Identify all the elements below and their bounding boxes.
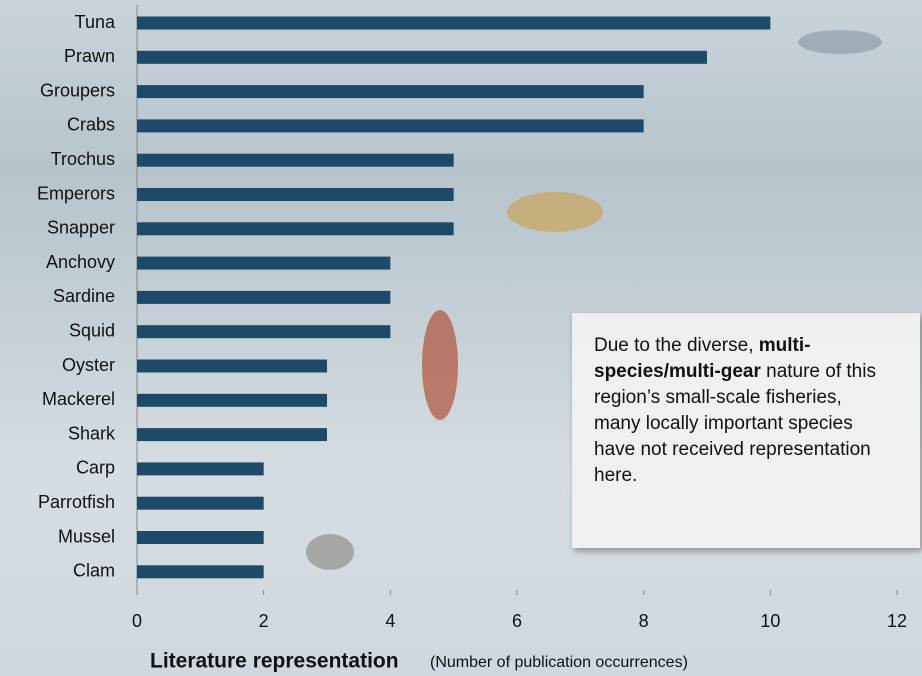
x-axis-label-note: (Number of publication occurrences) xyxy=(430,654,688,671)
annotation-bold: multi-species/multi-gear xyxy=(594,335,811,382)
y-tick-label: Oyster xyxy=(62,355,115,375)
bar xyxy=(137,16,771,30)
y-tick-label: Sardine xyxy=(53,286,115,306)
fish-illustration xyxy=(507,192,603,232)
y-tick-label: Mussel xyxy=(58,526,115,546)
annotation-text: Due to the diverse, xyxy=(594,335,759,356)
y-tick-label: Groupers xyxy=(40,80,115,100)
x-tick-label: 4 xyxy=(385,611,395,631)
y-tick-label: Parrotfish xyxy=(38,492,115,512)
y-tick-label: Snapper xyxy=(47,218,115,238)
bar xyxy=(137,256,391,270)
bar xyxy=(137,222,454,236)
y-tick-label: Mackerel xyxy=(42,389,115,409)
annotation-text: nature of this region’s small-scale fish… xyxy=(594,361,876,486)
y-tick-label: Crabs xyxy=(67,115,115,135)
x-tick-label: 0 xyxy=(132,611,142,631)
clam-illustration xyxy=(306,534,354,570)
y-tick-label: Emperors xyxy=(37,183,115,203)
x-tick-label: 12 xyxy=(887,611,907,631)
bar xyxy=(137,393,327,407)
y-tick-label: Tuna xyxy=(75,12,116,32)
bar xyxy=(137,119,644,133)
x-tick-label: 2 xyxy=(259,611,269,631)
y-tick-label: Prawn xyxy=(64,46,115,66)
bar xyxy=(137,359,327,373)
x-tick-label: 8 xyxy=(639,611,649,631)
y-tick-label: Trochus xyxy=(51,149,115,169)
bar xyxy=(137,531,264,544)
fish-illustration xyxy=(798,30,882,54)
y-tick-label: Clam xyxy=(73,561,115,581)
x-tick-label: 6 xyxy=(512,611,522,631)
bar xyxy=(137,85,644,99)
bar xyxy=(137,496,264,510)
bar xyxy=(137,428,327,442)
bar xyxy=(137,325,391,339)
bar xyxy=(137,188,454,201)
squid-illustration xyxy=(422,310,458,420)
bar xyxy=(137,290,391,304)
bar xyxy=(137,153,454,167)
bar xyxy=(137,565,264,579)
x-tick-label: 10 xyxy=(760,611,780,631)
bar xyxy=(137,50,707,64)
x-axis-label: Literature representation xyxy=(150,650,399,673)
y-tick-label: Shark xyxy=(68,423,116,443)
bar xyxy=(137,462,264,476)
y-tick-label: Carp xyxy=(76,458,115,478)
y-tick-label: Anchovy xyxy=(46,252,115,272)
annotation-box: Due to the diverse, multi-species/multi-… xyxy=(572,313,920,548)
y-tick-label: Squid xyxy=(69,320,115,340)
